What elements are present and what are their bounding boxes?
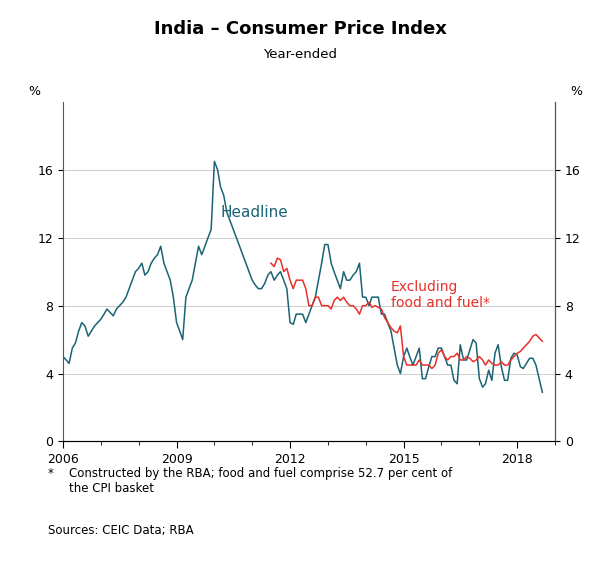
Text: %: % <box>29 85 41 98</box>
Text: Headline: Headline <box>221 205 288 220</box>
Text: *: * <box>48 467 54 480</box>
Text: Excluding
food and fuel*: Excluding food and fuel* <box>391 280 490 310</box>
Text: Year-ended: Year-ended <box>263 48 337 61</box>
Text: Constructed by the RBA; food and fuel comprise 52.7 per cent of
the CPI basket: Constructed by the RBA; food and fuel co… <box>69 467 452 495</box>
Text: %: % <box>570 85 582 98</box>
Text: India – Consumer Price Index: India – Consumer Price Index <box>154 20 446 38</box>
Text: Sources: CEIC Data; RBA: Sources: CEIC Data; RBA <box>48 524 194 537</box>
